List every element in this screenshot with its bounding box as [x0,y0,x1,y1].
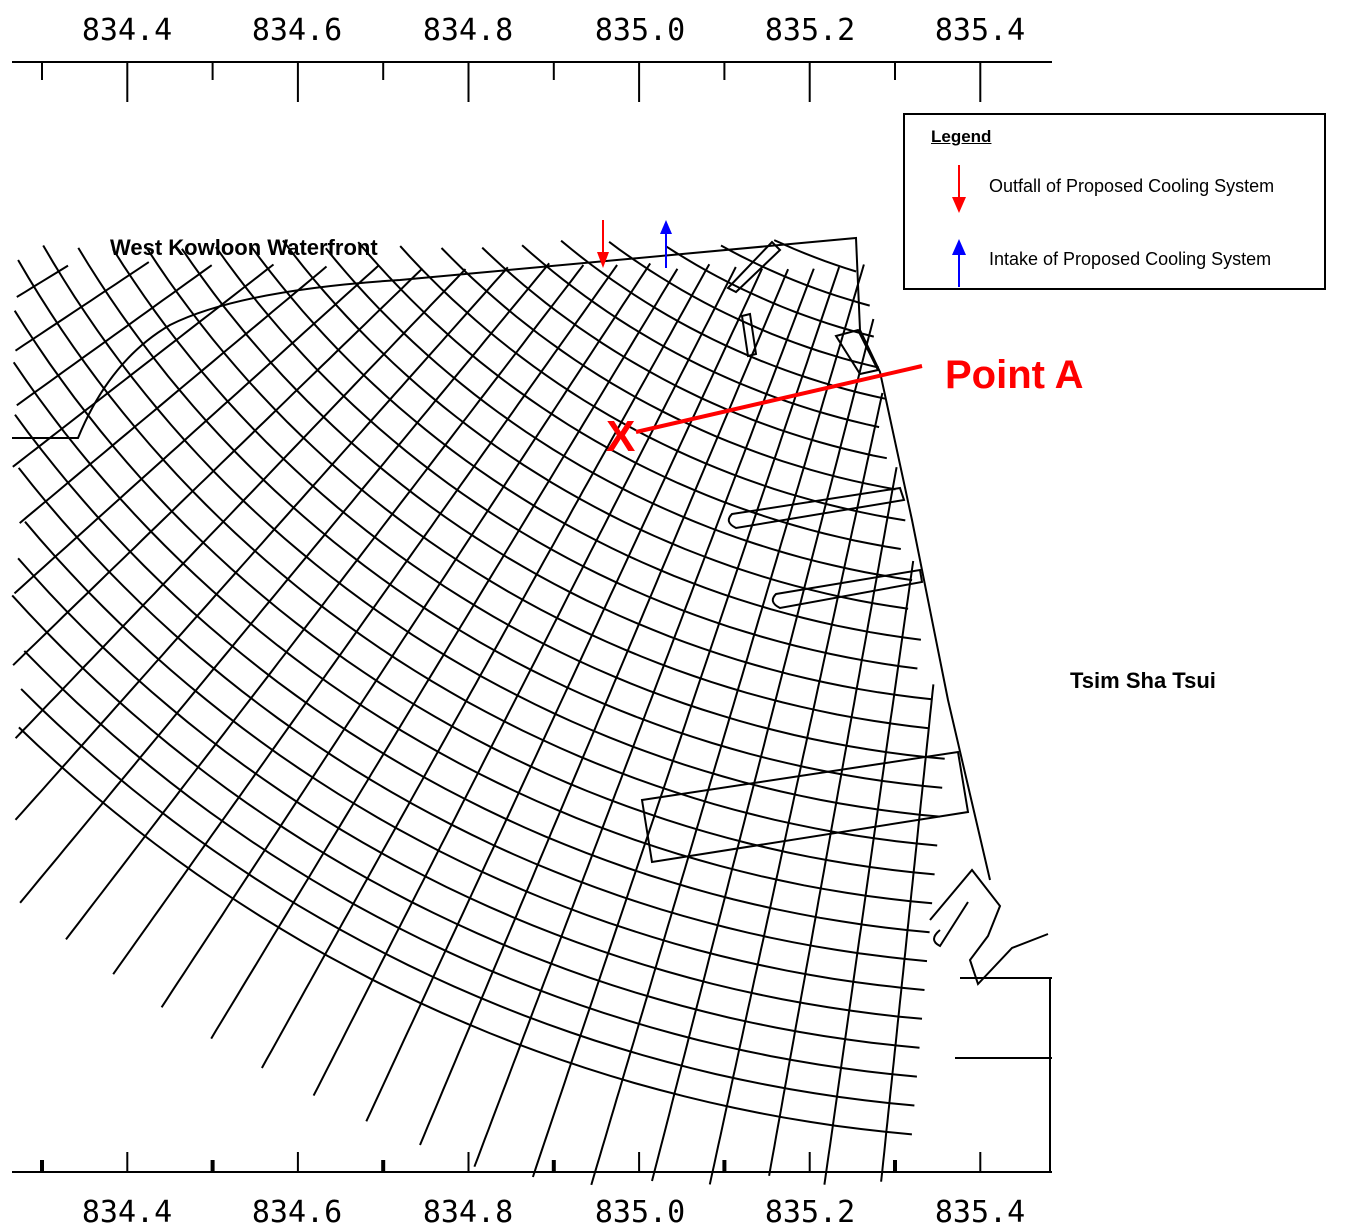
grid-radial [210,268,679,1040]
legend-item-outfall: Outfall of Proposed Cooling System [989,176,1275,196]
grid-arc [112,248,945,760]
grid-radial [531,266,841,1178]
top-tick-label: 834.6 [252,13,342,48]
grid-radial [823,560,915,1185]
legend-title: Legend [931,127,992,146]
pier-outline [834,328,880,376]
grid-radial [12,267,424,666]
grid-radial [365,268,764,1122]
grid-radial [14,268,467,739]
grid-arc [77,247,943,789]
grid-arc [12,361,933,905]
bottom-tick-label: 835.2 [765,1195,855,1230]
grid-radial [880,684,935,1182]
grid-arc [14,414,930,934]
down-arrow-icon [952,165,966,213]
top-tick-label: 834.8 [423,13,513,48]
grid-arc [11,594,920,1049]
grid-radial [16,264,213,407]
bottom-axis: 834.4 834.6 834.8 835.0 835.2 835.4 [12,1152,1052,1230]
grid-radial [12,263,275,468]
grid-boundary [955,977,1052,1172]
grid-arc [282,239,909,610]
grid-radial [160,262,652,1008]
bottom-tick-label: 834.8 [423,1195,513,1230]
grid-radial [14,266,509,821]
grid-radial [473,268,815,1168]
grid-radial [590,264,865,1186]
grid-arc [181,248,932,701]
coastline [929,868,1049,986]
grid-radial [16,264,69,298]
point-a-marker: X [606,412,636,461]
pier-outline [726,240,782,294]
pier-outline [740,312,758,358]
grid-boundary [12,236,991,881]
grid-arc [20,688,915,1107]
grid-arc [17,467,928,963]
grid-arc [215,246,918,670]
grid-radial [19,265,328,524]
bottom-axis-ticks [40,1152,982,1172]
grid-radial [419,268,790,1146]
grid-arc [665,245,875,338]
grid-radial [19,262,550,904]
grid-radial [651,318,875,1182]
grid-arc [399,245,906,522]
pier-outline [771,568,924,610]
pier-outline [640,750,970,864]
top-axis-ticks [41,62,982,102]
grid-arc [773,239,857,273]
place-label-west-kowloon: West Kowloon Waterfront [110,235,378,260]
top-tick-label: 835.0 [595,13,685,48]
outfall-arrow-icon [597,220,609,268]
legend-item-intake: Intake of Proposed Cooling System [989,249,1272,269]
grid-arc [608,241,880,369]
point-a-label: Point A [945,353,1084,397]
grid-arc [23,650,917,1078]
grid-arc [440,247,896,491]
grid-radial [708,392,884,1185]
legend: Legend Outfall of Proposed Cooling Syste… [903,113,1326,290]
grid-radial [768,467,898,1176]
bottom-tick-label: 835.0 [595,1195,685,1230]
pier-outline [727,486,906,530]
grid-arc [248,243,922,641]
bottom-tick-label: 835.4 [935,1195,1025,1230]
top-tick-label: 835.2 [765,13,855,48]
grid-arc [17,259,938,847]
grid-arc [720,244,870,307]
grid-arc [24,521,925,991]
pier-outlines [640,240,1049,986]
grid-arc [42,244,940,818]
top-axis: 834.4 834.6 834.8 835.0 835.2 835.4 [12,13,1052,102]
point-a-pointer-line [635,364,923,434]
grid-radial [13,264,380,595]
grid-arc [146,248,929,730]
hydrodynamic-model-grid [11,236,1052,1186]
top-tick-label: 834.4 [82,13,172,48]
coastline [933,901,969,948]
bottom-tick-label: 834.4 [82,1195,172,1230]
grid-radial [312,266,737,1097]
grid-radial [261,263,711,1069]
top-tick-label: 835.4 [935,13,1025,48]
grid-radial [112,264,618,975]
grid-radial [65,264,585,941]
up-arrow-icon [952,239,966,287]
bottom-tick-label: 834.6 [252,1195,342,1230]
grid-arc [357,241,901,550]
grid-radial [14,261,150,352]
place-label-tsim-sha-tsui: Tsim Sha Tsui [1070,668,1216,693]
intake-arrow-icon [660,220,672,268]
grid-arc [13,310,935,876]
grid-arc [18,726,912,1136]
